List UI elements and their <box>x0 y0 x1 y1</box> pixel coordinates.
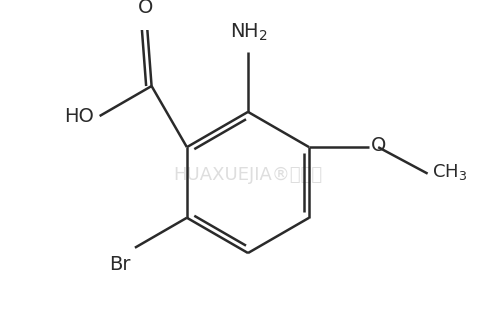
Text: Br: Br <box>109 255 130 274</box>
Text: O: O <box>137 0 153 17</box>
Text: HUAXUEJIA®化学网: HUAXUEJIA®化学网 <box>174 166 322 184</box>
Text: CH$_3$: CH$_3$ <box>432 162 467 182</box>
Text: O: O <box>371 136 386 155</box>
Text: HO: HO <box>64 107 94 125</box>
Text: NH$_2$: NH$_2$ <box>230 21 268 43</box>
